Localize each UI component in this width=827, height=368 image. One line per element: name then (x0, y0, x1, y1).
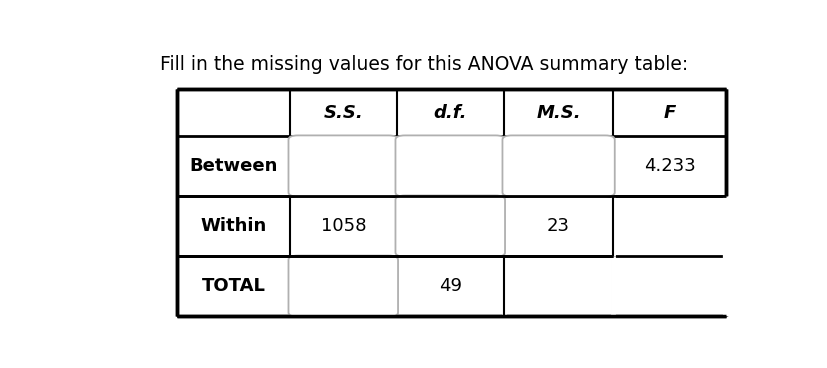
FancyBboxPatch shape (288, 255, 398, 317)
Text: 23: 23 (547, 217, 570, 235)
Text: 4.233: 4.233 (643, 157, 695, 175)
Text: TOTAL: TOTAL (201, 277, 265, 295)
Text: d.f.: d.f. (433, 104, 466, 122)
Text: Within: Within (200, 217, 266, 235)
Text: 49: 49 (438, 277, 461, 295)
FancyBboxPatch shape (395, 135, 504, 197)
FancyBboxPatch shape (502, 135, 614, 197)
Text: F: F (662, 104, 675, 122)
Text: Fill in the missing values for this ANOVA summary table:: Fill in the missing values for this ANOV… (160, 56, 687, 74)
FancyBboxPatch shape (395, 195, 504, 257)
Text: S.S.: S.S. (323, 104, 363, 122)
Text: M.S.: M.S. (536, 104, 581, 122)
Text: Between: Between (189, 157, 277, 175)
FancyBboxPatch shape (288, 135, 398, 197)
Text: 1058: 1058 (320, 217, 366, 235)
